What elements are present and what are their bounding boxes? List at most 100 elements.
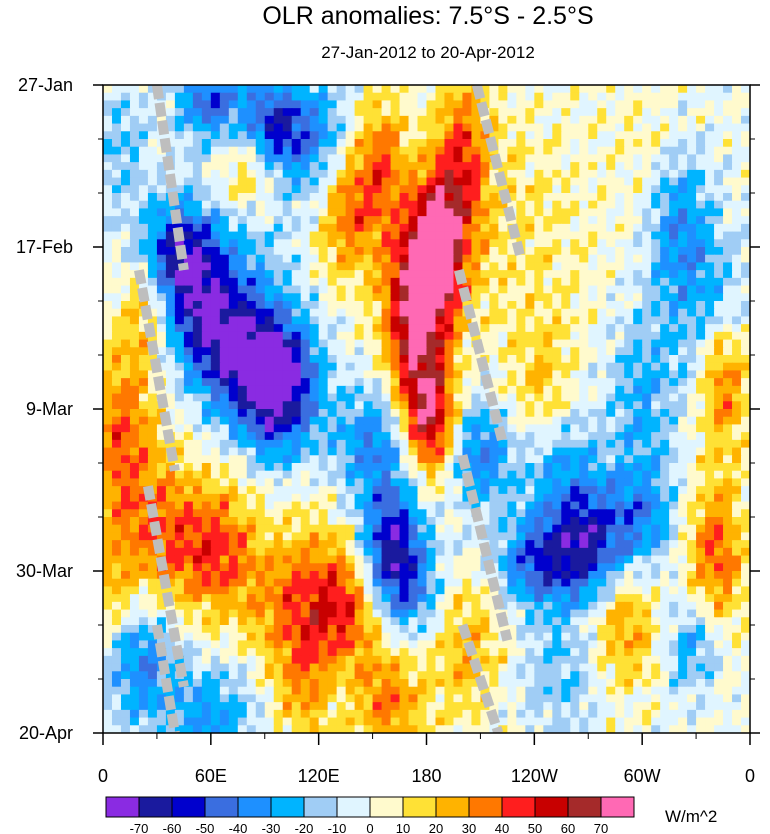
- field-cell: [390, 216, 401, 225]
- field-cell: [516, 416, 526, 426]
- field-cell: [660, 393, 670, 402]
- field-cell: [723, 393, 733, 402]
- field-cell: [642, 339, 652, 348]
- field-cell: [480, 277, 491, 287]
- field-cell: [480, 200, 491, 210]
- field-cell: [255, 262, 266, 271]
- field-cell: [579, 401, 589, 410]
- field-cell: [201, 409, 212, 418]
- field-cell: [318, 378, 329, 387]
- field-cell: [516, 601, 526, 611]
- field-cell: [489, 432, 499, 441]
- field-cell: [354, 100, 365, 109]
- field-cell: [390, 123, 401, 132]
- field-cell: [363, 154, 374, 163]
- field-cell: [318, 169, 329, 179]
- field-cell: [615, 524, 625, 534]
- field-cell: [705, 609, 715, 618]
- field-cell: [732, 92, 742, 102]
- field-cell: [363, 571, 374, 580]
- field-cell: [552, 555, 562, 564]
- field-cell: [732, 262, 742, 271]
- field-cell: [660, 563, 670, 572]
- field-cell: [255, 254, 266, 264]
- field-cell: [669, 455, 679, 464]
- field-cell: [588, 393, 598, 402]
- field-cell: [516, 339, 526, 348]
- field-cell: [417, 509, 428, 518]
- field-cell: [543, 262, 553, 271]
- field-cell: [273, 185, 284, 194]
- field-cell: [642, 347, 652, 356]
- field-cell: [543, 301, 553, 310]
- field-cell: [219, 601, 230, 611]
- field-cell: [408, 455, 419, 464]
- field-cell: [453, 463, 464, 472]
- field-cell: [615, 401, 625, 410]
- field-cell: [570, 571, 580, 580]
- field-cell: [129, 455, 140, 464]
- field-cell: [264, 517, 275, 526]
- field-cell: [489, 169, 499, 179]
- field-cell: [570, 501, 580, 510]
- field-cell: [111, 301, 122, 310]
- field-cell: [399, 308, 410, 318]
- field-cell: [687, 409, 697, 418]
- field-cell: [543, 85, 553, 94]
- field-cell: [651, 447, 661, 456]
- field-cell: [426, 478, 437, 487]
- field-cell: [534, 277, 544, 287]
- field-cell: [354, 385, 365, 395]
- field-cell: [363, 324, 374, 333]
- field-cell: [561, 601, 571, 611]
- field-cell: [453, 378, 464, 387]
- field-cell: [570, 455, 580, 464]
- field-cell: [705, 578, 715, 588]
- field-cell: [588, 169, 598, 179]
- field-cell: [417, 540, 428, 549]
- field-cell: [597, 324, 607, 333]
- field-cell: [435, 463, 446, 472]
- field-cell: [363, 347, 374, 356]
- field-cell: [489, 231, 499, 240]
- field-cell: [489, 115, 499, 125]
- field-cell: [183, 316, 194, 325]
- field-cell: [426, 385, 437, 395]
- field-cell: [138, 331, 149, 341]
- field-cell: [291, 92, 302, 102]
- field-cell: [327, 370, 338, 379]
- field-cell: [399, 393, 410, 402]
- field-cell: [570, 347, 580, 356]
- field-cell: [237, 208, 248, 217]
- field-cell: [606, 293, 616, 302]
- field-cell: [570, 123, 580, 132]
- field-cell: [579, 532, 589, 541]
- field-cell: [103, 455, 113, 464]
- field-cell: [624, 486, 634, 495]
- field-cell: [588, 308, 598, 318]
- field-cell: [300, 339, 311, 348]
- field-cell: [480, 154, 491, 163]
- field-cell: [651, 223, 661, 233]
- field-cell: [741, 231, 750, 240]
- field-cell: [237, 609, 248, 618]
- field-cell: [615, 308, 625, 318]
- field-cell: [516, 393, 526, 402]
- field-cell: [228, 216, 239, 225]
- field-cell: [228, 409, 239, 418]
- field-cell: [390, 463, 401, 472]
- field-cell: [103, 540, 113, 549]
- field-cell: [642, 115, 652, 125]
- field-cell: [399, 578, 410, 588]
- field-cell: [741, 277, 750, 287]
- field-cell: [435, 355, 446, 364]
- field-cell: [273, 378, 284, 387]
- field-cell: [336, 139, 347, 148]
- field-cell: [552, 370, 562, 379]
- field-cell: [570, 108, 580, 117]
- field-cell: [507, 532, 517, 541]
- field-cell: [687, 547, 697, 557]
- field-cell: [300, 193, 311, 202]
- field-cell: [183, 324, 194, 333]
- field-cell: [174, 301, 185, 310]
